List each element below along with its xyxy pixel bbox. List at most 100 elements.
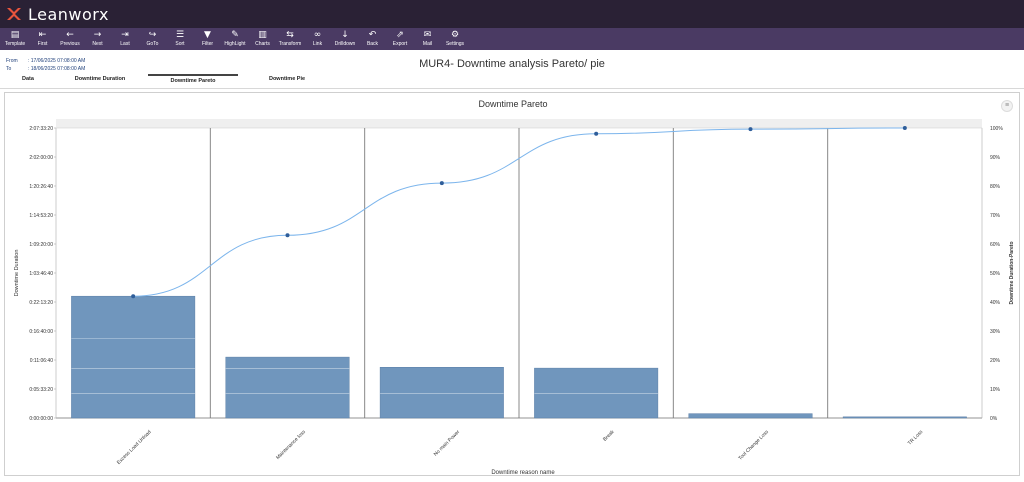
template-icon: ▤	[10, 30, 20, 40]
last-icon: ⇥	[121, 30, 129, 40]
settings-icon: ⚙	[450, 30, 460, 40]
sort-button[interactable]: ☰ Sort	[167, 28, 193, 50]
highlight-icon: ✎	[231, 30, 239, 40]
y2-tick-label: 40%	[990, 300, 1001, 306]
mail-icon: ✉	[423, 30, 432, 40]
y-tick-label: 1:14:53:20	[29, 213, 53, 219]
y2-tick-label: 60%	[990, 242, 1001, 248]
goto-button[interactable]: ↪ GoTo	[140, 28, 166, 50]
filter-icon: ▼	[204, 30, 211, 40]
next-icon: →	[93, 30, 102, 40]
link-icon: ∞	[313, 30, 322, 40]
y2-tick-label: 70%	[990, 213, 1001, 219]
settings-button[interactable]: ⚙ Settings	[442, 28, 468, 50]
pareto-chart: Downtime Pareto 0:00:00:00 0:05:33:20 0:11:…	[14, 99, 1015, 476]
charts-icon: ▥	[258, 30, 267, 40]
pareto-line	[133, 127, 905, 297]
x-tick-label: No main Power	[433, 429, 462, 458]
tab-divider	[0, 88, 1024, 89]
bar-2	[379, 367, 504, 419]
x-tick-label: Break	[602, 429, 616, 443]
transform-label: Transform	[278, 41, 302, 47]
tab-bar: Data Downtime Duration Downtime Pareto D…	[0, 74, 1024, 88]
link-label: Link	[312, 41, 323, 47]
y2-tick-label: 30%	[990, 329, 1001, 335]
x-tick-label: Tool Change Loss	[737, 429, 770, 462]
x-tick-label: TR Loss	[907, 429, 925, 447]
chart-menu-icon[interactable]: ≡	[1001, 100, 1013, 112]
y-tick-label: 0:00:00:00	[29, 416, 53, 422]
app-logo: Leanworx	[6, 4, 109, 24]
tab-downtime-pareto[interactable]: Downtime Pareto	[148, 74, 238, 86]
last-button[interactable]: ⇥ Last	[112, 28, 138, 50]
back-button[interactable]: ↶ Back	[360, 28, 386, 50]
y-tick-label: 1:09:20:00	[29, 242, 53, 248]
settings-label: Settings	[445, 41, 465, 47]
drilldown-icon: ↓	[341, 30, 349, 40]
goto-icon: ↪	[148, 30, 157, 40]
export-icon: ⇗	[396, 30, 404, 40]
pareto-point-5	[902, 126, 907, 130]
x-tick-label: Maintenance loss	[275, 429, 307, 461]
chart-panel: ≡ Downtime Pareto 0:00:00:00 0:05:33:20 0:1…	[4, 92, 1020, 476]
tab-downtime-pie[interactable]: Downtime Pie	[268, 76, 306, 82]
y-tick-label: 1:20:26:40	[29, 184, 53, 190]
sort-label: Sort	[175, 41, 185, 47]
y2-tick-label: 0%	[990, 416, 998, 422]
pareto-point-4	[748, 127, 753, 132]
bar-5	[842, 416, 967, 419]
y2-tick-label: 20%	[990, 358, 1001, 364]
transform-icon: ⇆	[286, 30, 294, 40]
charts-label: Charts	[255, 41, 270, 47]
tab-data[interactable]: Data	[22, 76, 34, 82]
y-tick-label: 0:05:33:20	[29, 387, 53, 393]
template-label: Template	[4, 41, 26, 47]
export-label: Export	[392, 41, 408, 47]
top-bar: Leanworx	[0, 0, 1024, 28]
drilldown-button[interactable]: ↓ Drilldown	[332, 28, 358, 50]
from-label: From	[6, 58, 18, 64]
pareto-point-3	[594, 131, 599, 136]
back-label: Back	[366, 41, 379, 47]
highlight-button[interactable]: ✎ HighLight	[222, 28, 248, 50]
previous-button[interactable]: ← Previous	[57, 28, 83, 50]
first-button[interactable]: ⇤ First	[30, 28, 56, 50]
y-tick-label: 0:22:13:20	[29, 300, 53, 306]
first-label: First	[37, 41, 48, 47]
previous-label: Previous	[60, 41, 80, 47]
y-tick-label: 0:11:06:40	[30, 358, 53, 364]
drilldown-label: Drilldown	[334, 41, 356, 47]
bar-0	[71, 295, 196, 419]
template-button[interactable]: ▤ Template	[2, 28, 28, 50]
y-tick-label: 2:02:00:00	[29, 155, 53, 161]
export-button[interactable]: ⇗ Export	[387, 28, 413, 50]
previous-icon: ←	[66, 30, 74, 40]
x-axis-title: Downtime reason name	[491, 470, 555, 476]
bar-1	[225, 356, 350, 419]
y2-axis-title: Downtime Duration-Pareto	[1009, 241, 1015, 304]
chart-title: Downtime Pareto	[478, 99, 547, 109]
mail-button[interactable]: ✉ Mail	[415, 28, 441, 50]
transform-button[interactable]: ⇆ Transform	[277, 28, 303, 50]
to-label: To	[6, 66, 12, 72]
toolbar: ▤ Template ⇤ First ← Previous → Next ⇥ Last ↪ GoTo ☰…	[0, 28, 1024, 50]
y2-tick-label: 100%	[990, 126, 1003, 132]
tab-downtime-duration[interactable]: Downtime Duration	[74, 76, 126, 82]
y-tick-label: 1:03:46:40	[29, 271, 53, 277]
link-button[interactable]: ∞ Link	[305, 28, 331, 50]
highlight-label: HighLight	[224, 41, 246, 47]
filter-button[interactable]: ▼ Filter	[195, 28, 221, 50]
next-label: Next	[92, 41, 103, 47]
y-axis-title: Downtime Duration	[14, 250, 20, 297]
pareto-point-0	[131, 294, 136, 299]
charts-button[interactable]: ▥ Charts	[250, 28, 276, 50]
y2-tick-label: 50%	[990, 271, 1001, 277]
y2-tick-label: 80%	[990, 184, 1001, 190]
pareto-point-1	[285, 233, 290, 238]
first-icon: ⇤	[38, 30, 47, 40]
pareto-point-2	[439, 181, 444, 186]
plot-header-band	[56, 119, 982, 128]
last-label: Last	[120, 41, 130, 47]
back-icon: ↶	[368, 30, 377, 40]
next-button[interactable]: → Next	[85, 28, 111, 50]
